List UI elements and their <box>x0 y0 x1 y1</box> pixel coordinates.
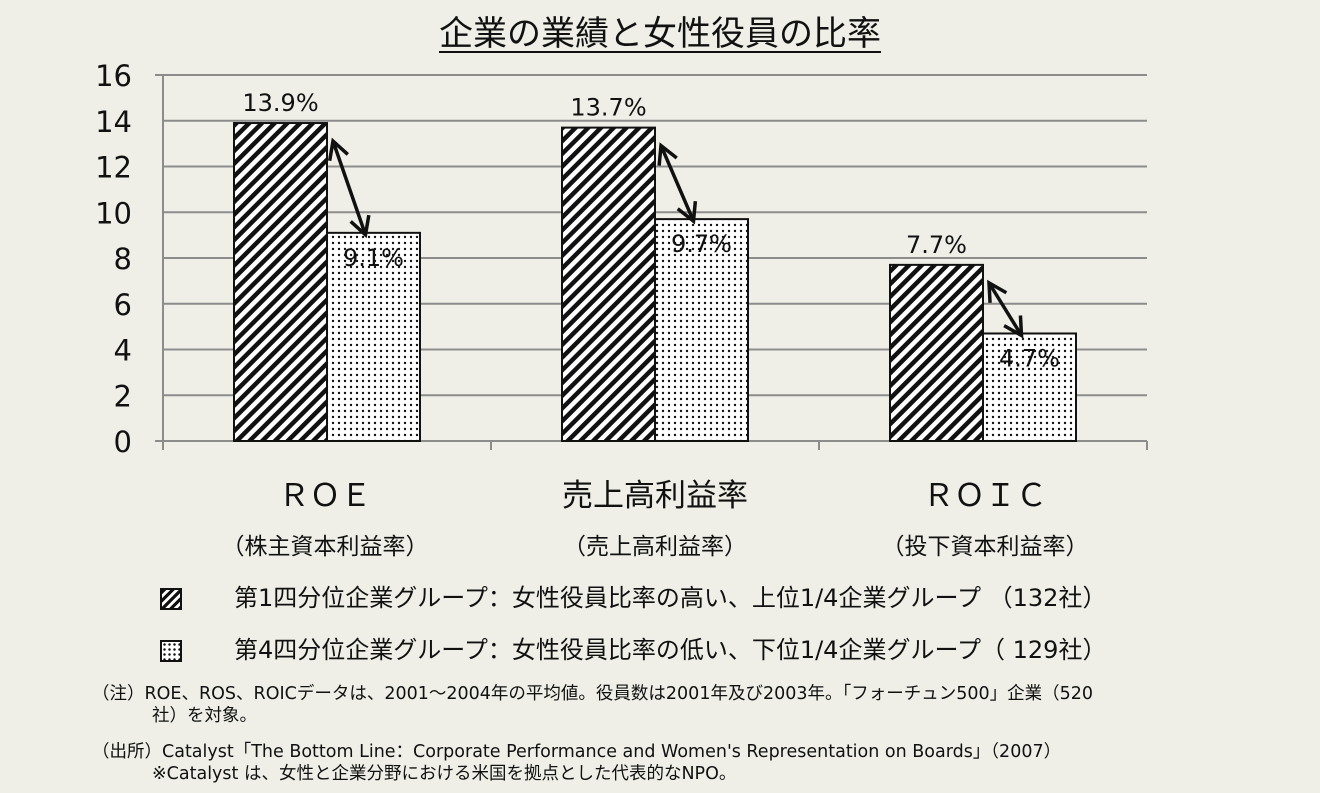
arrow-shaft <box>987 281 1023 337</box>
arrow-head <box>676 201 698 225</box>
category-sub: （株主資本利益率） <box>221 534 429 560</box>
y-tick-label: 16 <box>95 59 132 93</box>
comparison-arrow-icon <box>657 142 698 225</box>
category-main: ＲＯＥ <box>278 478 372 514</box>
arrow-head <box>327 137 349 162</box>
bar-q1 <box>561 126 656 443</box>
chart-title: 企業の業績と女性役員の比率 <box>439 14 881 54</box>
arrow-head <box>1003 315 1024 339</box>
comparison-arrow-icon <box>327 137 371 239</box>
bar-q1 <box>889 263 984 442</box>
hatch-swatch-icon <box>160 588 182 610</box>
dots-swatch-icon <box>160 640 182 662</box>
y-tick-label: 0 <box>114 425 132 459</box>
y-tick-label: 12 <box>95 151 132 185</box>
category-main: ＲＯＩＣ <box>923 478 1047 514</box>
footnote: （注）ROE、ROS、ROICデータは、2001～2004年の平均値。役員数は2… <box>92 683 1093 727</box>
y-tick-label: 2 <box>114 379 132 413</box>
footnote-line: （注）ROE、ROS、ROICデータは、2001～2004年の平均値。役員数は2… <box>92 684 1094 704</box>
category-label-ros: 売上高利益率 （売上高利益率） <box>495 470 815 561</box>
y-tick-label: 8 <box>114 242 132 276</box>
arrow-head <box>657 142 678 166</box>
data-label-q1: 13.7% <box>570 94 646 122</box>
legend-text: 第4四分位企業グループ：女性役員比率の低い、下位1/4企業グループ（ 129社） <box>234 636 1107 664</box>
source-line: ※Catalyst は、女性と企業分野における米国を拠点とした代表的なNPO。 <box>152 764 737 784</box>
bar-q4 <box>326 231 421 442</box>
bar-q1 <box>233 122 328 442</box>
legend-item-q1: 第1四分位企業グループ：女性役員比率の高い、上位1/4企業グループ （132社） <box>160 578 1106 613</box>
y-tick-label: 14 <box>95 105 132 139</box>
category-sub: （投下資本利益率） <box>881 534 1089 560</box>
bar-q4 <box>654 218 749 442</box>
data-label-q1: 7.7% <box>906 231 967 259</box>
y-tick-label: 4 <box>114 334 132 368</box>
category-label-roic: ＲＯＩＣ （投下資本利益率） <box>825 470 1145 561</box>
arrow-shaft <box>331 140 368 236</box>
data-label-q4: 9.1% <box>343 244 404 272</box>
arrow-head <box>987 279 1008 303</box>
comparison-arrow-icon <box>987 279 1024 339</box>
source-line: （出所）Catalyst「The Bottom Line：Corporate P… <box>92 742 1062 762</box>
bar-chart: 0 2 4 6 8 10 12 14 16 13.9% 9.1% 13.7% 9.7% 7.7% 4.7% <box>95 59 1148 459</box>
arrow-shaft <box>659 144 696 222</box>
legend-item-q4: 第4四分位企業グループ：女性役員比率の低い、下位1/4企業グループ（ 129社） <box>160 630 1106 665</box>
source-note: （出所）Catalyst「The Bottom Line：Corporate P… <box>92 741 1061 785</box>
data-label-q4: 4.7% <box>999 344 1060 372</box>
y-tick-label: 6 <box>114 288 132 322</box>
arrow-head <box>349 214 371 239</box>
bar-q4 <box>982 332 1077 442</box>
category-label-roe: ＲＯＥ （株主資本利益率） <box>165 470 485 561</box>
data-label-q1: 13.9% <box>242 89 318 117</box>
data-label-q4: 9.7% <box>671 230 732 258</box>
category-main: 売上高利益率 <box>562 478 748 514</box>
category-sub: （売上高利益率） <box>563 534 747 560</box>
footnote-line: 社）を対象。 <box>152 706 257 726</box>
legend-text: 第1四分位企業グループ：女性役員比率の高い、上位1/4企業グループ （132社） <box>234 584 1107 612</box>
y-tick-label: 10 <box>95 196 132 230</box>
